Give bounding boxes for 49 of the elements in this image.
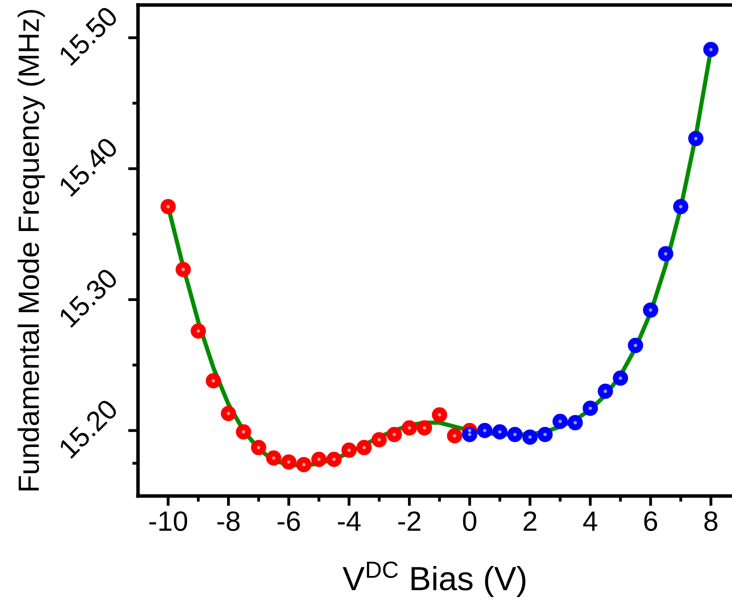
point [432, 407, 448, 422]
point [446, 428, 462, 444]
point [402, 420, 418, 436]
point [416, 420, 432, 436]
point [341, 442, 357, 458]
point [372, 432, 387, 448]
x-tick-label: -10 [149, 511, 188, 531]
y-axis-title: Fundamental Mode Frequency (MHz) [18, 10, 45, 490]
point [507, 426, 523, 442]
x-tick-label: 2 [524, 511, 536, 531]
x-tick-label: -6 [278, 511, 300, 531]
point [250, 440, 266, 456]
x-tick-label: 4 [583, 512, 598, 531]
point [190, 323, 206, 339]
point [160, 199, 176, 214]
point [673, 199, 688, 214]
point [176, 262, 191, 278]
point [537, 426, 553, 442]
point [462, 426, 478, 442]
point [311, 452, 327, 467]
point [266, 450, 282, 466]
x-tick-label: 0 [463, 511, 476, 531]
point [296, 456, 312, 472]
point [612, 370, 628, 386]
x-tick-label: 8 [704, 511, 718, 531]
point [220, 406, 236, 422]
point [281, 454, 296, 470]
point [688, 130, 704, 146]
point [236, 424, 252, 440]
point [582, 400, 598, 416]
point [522, 429, 538, 445]
point [492, 424, 508, 440]
point [642, 302, 658, 318]
point [386, 426, 402, 442]
x-tick-label: 6 [644, 511, 658, 531]
point [552, 414, 568, 429]
point [568, 415, 583, 430]
point [477, 422, 492, 438]
point [703, 42, 719, 58]
point [658, 246, 674, 262]
x-tick-label: -2 [398, 511, 420, 531]
x-axis-title: V$^{DC}$ Bias (V) [342, 561, 526, 597]
point [628, 338, 644, 354]
point [598, 384, 613, 399]
point [326, 452, 342, 467]
x-tick-label: -8 [217, 511, 240, 531]
point [356, 440, 372, 456]
x-tick-label: -4 [338, 512, 361, 531]
point [206, 373, 222, 388]
